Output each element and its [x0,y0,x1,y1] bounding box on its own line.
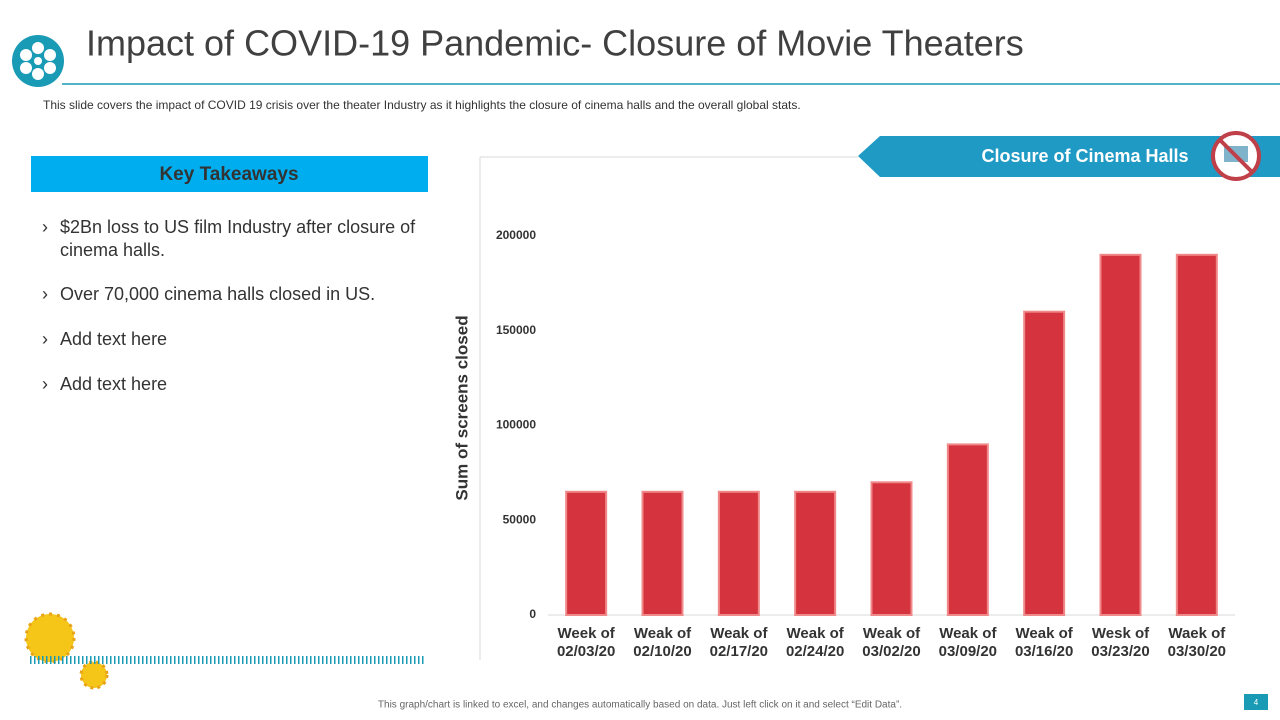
takeaway-text: Add text here [60,374,168,394]
bar [1099,253,1142,617]
reel-icon [12,35,64,87]
page-number: 4 [1254,698,1259,707]
bar [565,490,608,617]
takeaway-item: › Over 70,000 cinema halls closed in US. [42,283,422,306]
bar [794,490,837,617]
no-cinema-icon [1211,131,1261,181]
y-tick-label: 50000 [503,512,537,526]
bar [1175,253,1218,617]
x-tick-label: Week of 02/03/20 [556,625,616,660]
y-tick-label: 0 [529,607,536,621]
takeaway-item: › Add text here [42,328,422,351]
takeaway-item: › Add text here [42,373,422,396]
x-tick-label: Weak of 03/09/20 [938,625,998,660]
bar [641,490,684,617]
bar [946,443,989,616]
chart-title: Closure of Cinema Halls [981,146,1188,166]
bar [717,490,760,617]
takeaways-heading: Key Takeaways [159,164,298,185]
y-axis-label: Sum of screens closed [452,315,471,500]
x-tick-label: Weak of 03/16/20 [1014,625,1074,660]
virus-decoration [24,612,425,690]
bullet: › [42,217,48,237]
page-number-box [1244,694,1268,710]
takeaway-text: $2Bn loss to US film Industry after clos… [60,217,416,260]
x-tick-label: Waek of 03/30/20 [1167,625,1227,660]
takeaways-box [31,156,428,192]
takeaway-text: Over 70,000 cinema halls closed in US. [60,284,376,304]
slide-title: Impact of COVID-19 Pandemic- Closure of … [86,23,1024,64]
bar [1023,310,1066,616]
x-tick-label: Weak of 02/10/20 [633,625,692,660]
y-tick-label: 200000 [496,228,536,242]
takeaway-item: › $2Bn loss to US film Industry after clo… [42,216,422,262]
bullet: › [42,374,48,394]
bar [870,481,913,616]
chart-banner [858,136,1280,177]
x-tick-label: Wesk of 03/23/20 [1091,625,1150,660]
slide-subtitle: This slide covers the impact of COVID 19… [43,98,801,112]
x-tick-label: Weak of 02/24/20 [785,625,845,660]
footer-note: This graph/chart is linked to excel, and… [378,700,902,711]
bullet: › [42,329,48,349]
y-tick-label: 100000 [496,418,536,432]
bullet: › [42,284,48,304]
takeaway-text: Add text here [60,329,168,349]
x-tick-label: Weak of 02/17/20 [709,625,769,660]
x-tick-label: Weak of 03/02/20 [862,625,921,660]
y-tick-label: 150000 [496,323,536,337]
